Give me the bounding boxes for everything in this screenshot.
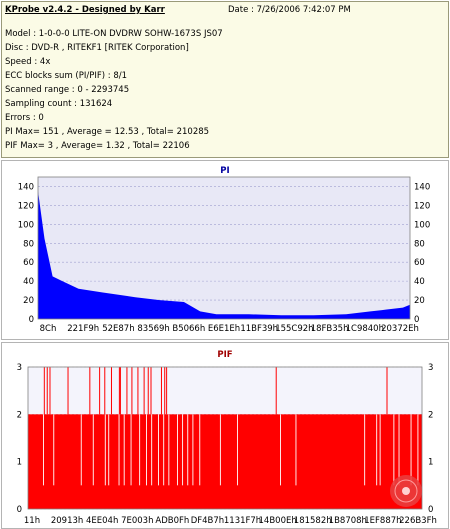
pif-x-tick-label: 14B00Eh [259,516,297,526]
pi-y-tick-label-left: 0 [29,315,34,325]
info-model: Model : 1-0-0-0 LITE-ON DVDRW SOHW-1673S… [5,29,223,39]
info-speed: Speed : 4x [5,57,51,67]
pi-y-tick-label-right: 120 [414,201,430,211]
pif-x-tick-label: 11h [24,516,40,526]
pif-y-tick-label-left: 3 [17,363,22,373]
pif-x-tick-label: 226B3Fh [399,516,437,526]
pif-x-tick-label: 7E003h [121,516,153,526]
pi-y-tick-label-right: 140 [414,182,430,192]
pi-x-tick-label: 52E87h [102,324,134,334]
pif-y-tick-label-right: 0 [428,505,433,515]
pif-x-tick-label: ADB0Fh [155,516,189,526]
info-range: Scanned range : 0 - 2293745 [5,85,130,95]
pi-series-area [38,191,410,319]
pif-chart-title: PIF [217,350,233,360]
scan-date: Date : 7/26/2006 7:42:07 PM [228,5,351,15]
pi-y-tick-label-left: 120 [18,201,34,211]
disc-logo-ring [394,479,418,503]
pi-chart-title: PI [220,166,230,176]
pi-y-tick-label-right: 100 [414,220,430,230]
pi-plot-frame [37,176,411,320]
app-title: KProbe v2.4.2 - Designed by Karr [5,5,165,15]
pif-y-tick-label-right: 2 [428,410,433,420]
pif-x-tick-label: 20913h [51,516,83,526]
pif-y-tick-label-right: 1 [428,458,433,468]
pif-plot-frame [27,366,423,510]
pif-x-tick-label: 1131F7h [224,516,261,526]
pi-x-tick-label: 18FB35h [311,324,349,334]
pif-chart-panel: PIF 0 0 1 1 2 2 3 3 11h 20913h 4EE04h 7E003h ADB0Fh D… [1,342,449,529]
info-pif-stats: PIF Max= 3 , Average= 1.32 , Total= 2210… [5,141,190,151]
pif-y-tick-label-left: 2 [17,410,22,420]
pi-x-tick-label: B5066h [172,324,205,334]
pi-y-tick-label-right: 60 [414,258,425,268]
disc-logo-icon [390,475,422,507]
pif-y-tick-label-right: 3 [428,363,433,373]
pi-x-tick-label: 1C9840h [346,324,384,334]
pi-y-tick-label-right: 80 [414,239,425,249]
pif-x-tick-label: 1EF887h [364,516,401,526]
pif-x-tick-label: 4EE04h [86,516,118,526]
pi-y-tick-label-left: 60 [23,258,34,268]
pif-x-tick-label: DF4B7h [191,516,224,526]
pi-y-tick-label-left: 80 [23,239,34,249]
pi-chart: 0 0 20 20 40 40 60 60 80 80 100 100 120 120 140 140 8Ch 2… [18,176,430,334]
pi-x-tick-label: 20372Eh [381,324,419,334]
pi-x-tick-label: 11BF39h [240,324,278,334]
info-sampling: Sampling count : 131624 [5,99,113,109]
info-ecc: ECC blocks sum (PI/PIF) : 8/1 [5,71,128,81]
pi-y-tick-label-left: 40 [23,277,34,287]
pi-y-tick-label-right: 40 [414,277,425,287]
pi-x-tick-label: 221F9h [67,324,99,334]
pi-y-tick-label-left: 20 [23,296,34,306]
pi-x-tick-label: E6E1Eh [208,324,240,334]
disc-info-panel: KProbe v2.4.2 - Designed by Karr Date : … [1,1,449,158]
pi-x-tick-label: 8Ch [40,324,57,334]
pi-x-tick-label: 155C92h [275,324,313,334]
disc-logo-hub [402,487,410,495]
info-pi-stats: PI Max= 151 , Average = 12.53 , Total= 2… [5,127,210,137]
info-errors: Errors : 0 [5,113,44,123]
info-disc: Disc : DVD-R , RITEKF1 [RITEK Corporatio… [5,43,189,53]
pi-y-tick-label-left: 100 [18,220,34,230]
pif-chart: 0 0 1 1 2 2 3 3 11h 20913h 4EE04h 7E003h ADB0Fh DF4B7… [17,363,437,526]
pi-chart-panel: PI 0 0 20 20 40 40 60 60 80 80 100 100 120 120 140 140 8… [1,160,449,340]
pif-base-block [28,414,422,509]
pif-y-tick-label-left: 0 [17,505,22,515]
pif-y-tick-label-left: 1 [17,458,22,468]
pi-y-tick-label-right: 20 [414,296,425,306]
pi-y-tick-label-right: 0 [414,315,419,325]
pif-x-tick-label: 1B8708h [329,516,367,526]
pi-x-tick-label: 83569h [137,324,169,334]
pi-y-tick-label-left: 140 [18,182,34,192]
pif-x-tick-label: 181582h [294,516,332,526]
